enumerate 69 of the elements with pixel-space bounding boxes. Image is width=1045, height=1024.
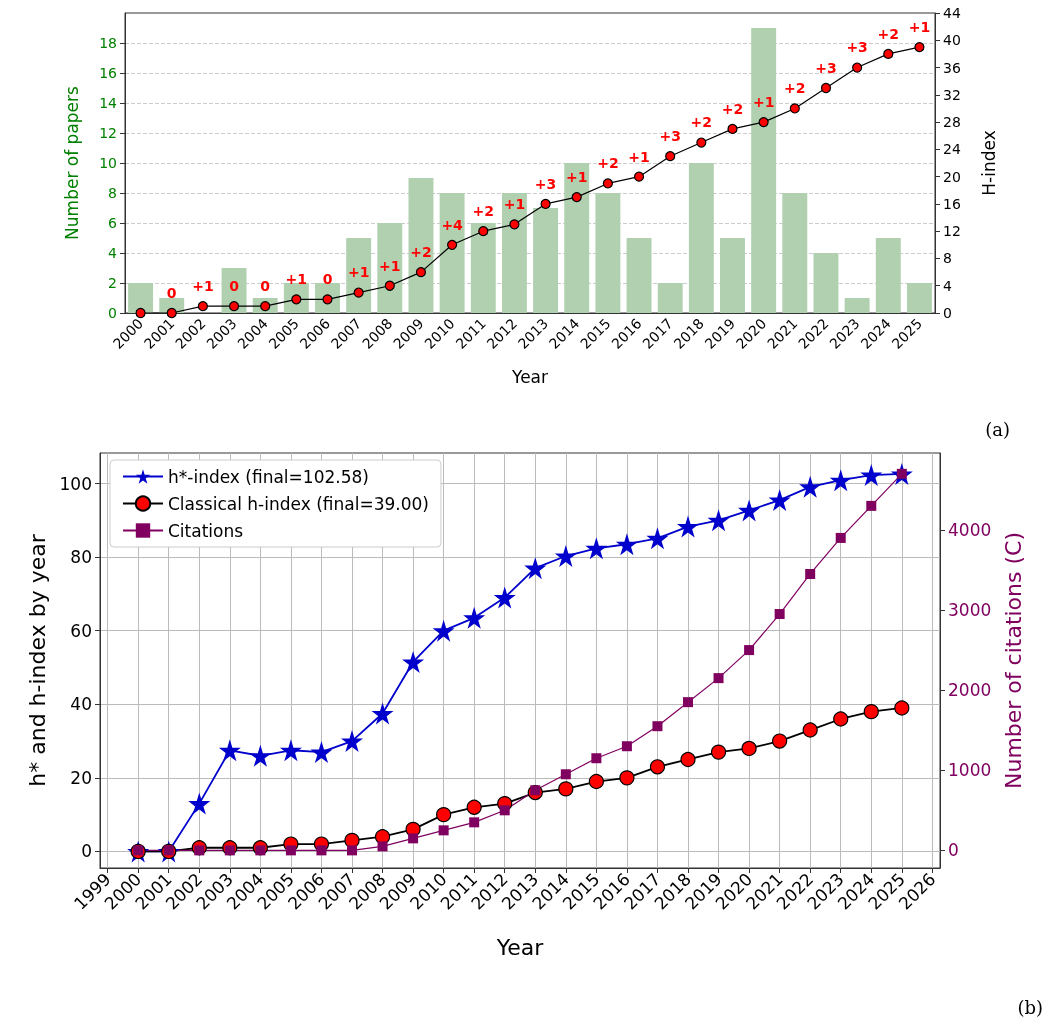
annotation: +1 <box>192 278 214 295</box>
annotation: 0 <box>260 278 271 295</box>
legend-label: h*-index (final=102.58) <box>168 466 369 487</box>
annotation: +1 <box>628 148 650 165</box>
y-tick-label: 14 <box>99 95 118 111</box>
y-tick-label: 60 <box>70 620 92 641</box>
annotation: +1 <box>347 264 370 281</box>
y-tick-label: 80 <box>70 547 92 568</box>
annotation: +3 <box>815 59 837 76</box>
y2-axis-title: H-index <box>978 130 999 196</box>
y2-tick-label: 28 <box>943 114 961 131</box>
annotation: +2 <box>877 25 900 42</box>
y2-tick-label: 24 <box>943 141 961 158</box>
y-tick-label: 0 <box>81 841 92 862</box>
y-tick-label: 18 <box>99 35 117 51</box>
x-axis-title: Year <box>495 934 545 960</box>
y2-tick-label: 3000 <box>948 600 992 621</box>
y-axis-title: h* and h-index by year <box>24 533 50 787</box>
annotation: +1 <box>565 168 588 185</box>
annotation: +2 <box>597 155 619 172</box>
y2-tick-label: 36 <box>943 59 961 76</box>
y2-tick-label: 32 <box>943 86 961 103</box>
y-tick-label: 0 <box>108 305 117 321</box>
y-tick-label: 10 <box>99 155 117 171</box>
annotation: +1 <box>908 18 931 35</box>
annotation: +3 <box>659 128 681 145</box>
y2-tick-label: 0 <box>943 305 952 321</box>
y-tick-label: 20 <box>70 767 92 788</box>
text: (b) <box>1017 996 1044 1018</box>
y2-tick-label: 44 <box>943 5 961 21</box>
y2-tick-label: 16 <box>943 195 961 212</box>
annotation: +3 <box>846 39 868 56</box>
legend-label: Citations <box>168 520 244 541</box>
annotation: +1 <box>379 257 401 274</box>
y-tick-label: 6 <box>108 215 118 231</box>
y2-tick-label: 4000 <box>948 519 992 540</box>
annotation: +2 <box>784 80 806 97</box>
text: (a) <box>985 418 1010 440</box>
annotation: +2 <box>472 203 495 220</box>
y2-tick-label: 12 <box>943 223 961 240</box>
annotation: +1 <box>285 271 308 288</box>
y-tick-label: 12 <box>99 125 117 141</box>
y2-axis-title: Number of citations (C) <box>1000 531 1026 790</box>
annotation: 0 <box>322 271 333 288</box>
y-tick-label: 40 <box>70 694 92 715</box>
annotation: +2 <box>690 114 713 131</box>
y2-tick-label: 2000 <box>948 680 992 701</box>
y-tick-label: 100 <box>59 473 92 494</box>
y-tick-label: 8 <box>108 185 117 201</box>
annotation: +4 <box>441 216 464 233</box>
y2-tick-label: 20 <box>943 168 961 185</box>
annotation: +2 <box>410 243 432 260</box>
y2-tick-label: 0 <box>948 840 959 861</box>
annotation: +1 <box>752 93 775 110</box>
y-tick-label: 16 <box>99 65 118 81</box>
annotation: +2 <box>721 100 744 117</box>
y2-tick-label: 1000 <box>948 760 992 781</box>
annotation: +1 <box>503 196 526 213</box>
y-axis-title: Number of papers <box>61 85 82 240</box>
y-tick-label: 4 <box>108 245 118 261</box>
y2-tick-label: 40 <box>943 32 961 49</box>
annotation: 0 <box>229 278 240 295</box>
legend-label: Classical h-index (final=39.00) <box>168 493 429 514</box>
y2-tick-label: 4 <box>943 277 952 294</box>
y-tick-label: 2 <box>108 275 117 291</box>
annotation: 0 <box>166 284 177 301</box>
annotation: +3 <box>534 175 557 192</box>
y2-tick-label: 8 <box>943 250 952 267</box>
x-axis-title: Year <box>511 366 548 387</box>
